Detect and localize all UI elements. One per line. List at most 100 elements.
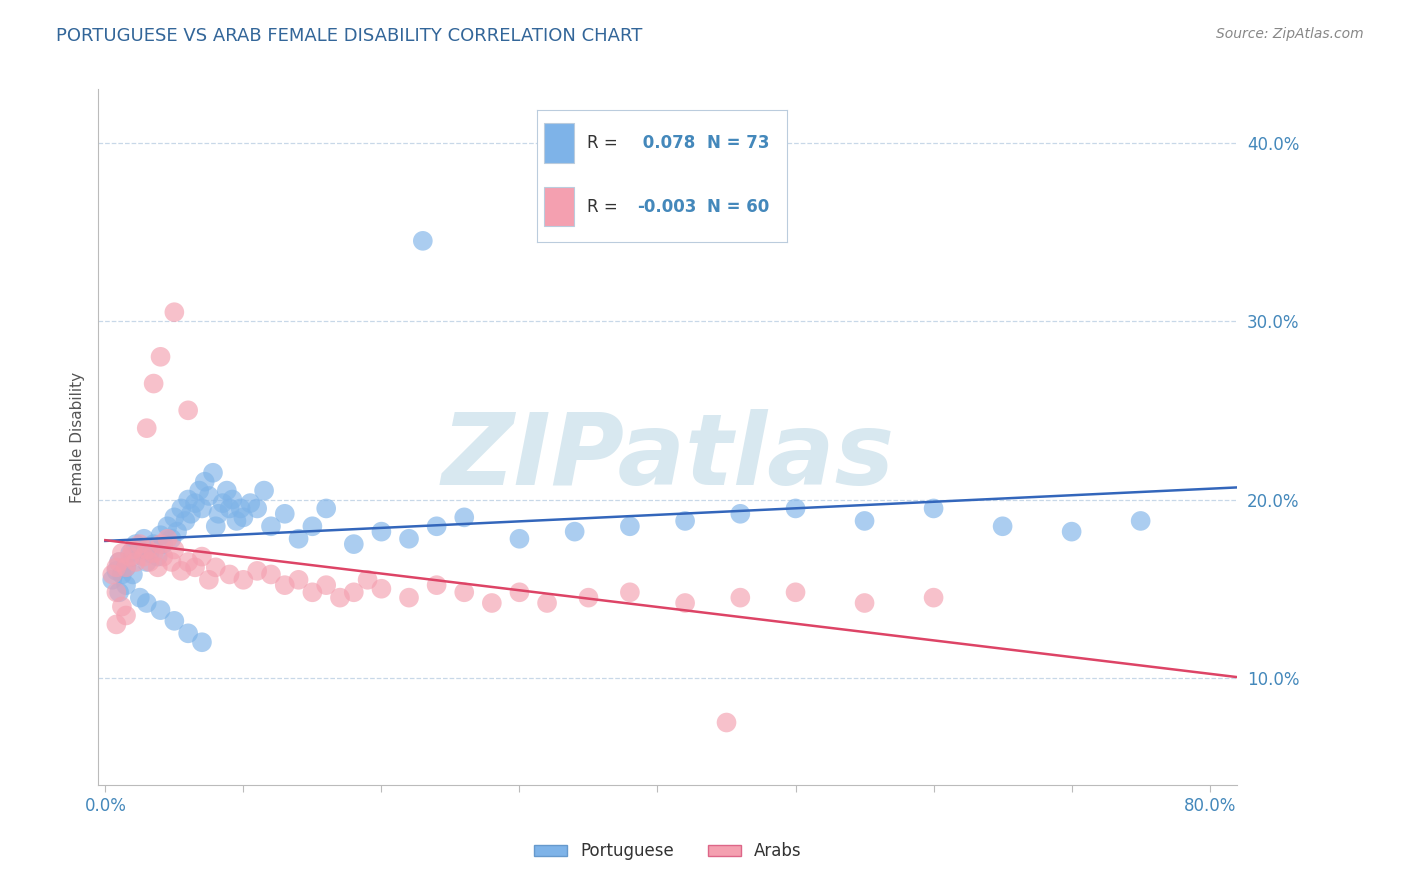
Point	[142, 376, 165, 391]
Point	[166, 524, 188, 539]
Point	[188, 483, 211, 498]
Point	[343, 585, 366, 599]
Point	[149, 528, 172, 542]
Point	[105, 560, 128, 574]
Point	[221, 492, 243, 507]
Point	[149, 537, 172, 551]
Point	[135, 421, 157, 435]
Point	[115, 608, 138, 623]
Point	[274, 507, 297, 521]
Point	[853, 514, 876, 528]
Point	[287, 573, 309, 587]
Point	[922, 501, 945, 516]
Point	[564, 524, 586, 539]
Point	[135, 555, 157, 569]
Point	[138, 555, 160, 569]
Point	[128, 542, 150, 557]
Point	[170, 564, 193, 578]
Point	[105, 585, 128, 599]
Point	[853, 596, 876, 610]
Point	[177, 626, 200, 640]
Y-axis label: Female Disability: Female Disability	[69, 371, 84, 503]
Point	[120, 546, 142, 560]
Point	[329, 591, 352, 605]
Point	[508, 532, 530, 546]
Point	[149, 350, 172, 364]
Legend: Portuguese, Arabs: Portuguese, Arabs	[527, 836, 808, 867]
Point	[301, 519, 323, 533]
Point	[146, 560, 169, 574]
Point	[132, 532, 155, 546]
Point	[370, 582, 392, 596]
Point	[785, 585, 807, 599]
Point	[481, 596, 503, 610]
Point	[111, 567, 134, 582]
Point	[730, 591, 752, 605]
Point	[132, 549, 155, 564]
Point	[184, 560, 207, 574]
Point	[135, 596, 157, 610]
Point	[426, 578, 449, 592]
Point	[115, 578, 138, 592]
Point	[191, 501, 214, 516]
Point	[149, 603, 172, 617]
Point	[152, 537, 174, 551]
Point	[253, 483, 276, 498]
Point	[160, 555, 183, 569]
Point	[125, 537, 148, 551]
Point	[177, 492, 200, 507]
Point	[108, 555, 131, 569]
Point	[135, 542, 157, 557]
Point	[115, 560, 138, 574]
Point	[138, 546, 160, 560]
Point	[152, 549, 174, 564]
Point	[536, 596, 558, 610]
Point	[180, 507, 202, 521]
Point	[194, 475, 217, 489]
Point	[301, 585, 323, 599]
Point	[315, 501, 337, 516]
Point	[343, 537, 366, 551]
Point	[730, 507, 752, 521]
Point	[232, 573, 254, 587]
Point	[142, 546, 165, 560]
Point	[287, 532, 309, 546]
Point	[398, 591, 420, 605]
Point	[115, 560, 138, 574]
Point	[101, 573, 124, 587]
Point	[207, 507, 229, 521]
Point	[991, 519, 1014, 533]
Point	[156, 532, 179, 546]
Point	[128, 537, 150, 551]
Point	[122, 549, 145, 564]
Point	[111, 546, 134, 560]
Point	[122, 567, 145, 582]
Point	[204, 519, 226, 533]
Point	[1060, 524, 1083, 539]
Point	[673, 596, 696, 610]
Point	[177, 555, 200, 569]
Point	[163, 542, 186, 557]
Point	[163, 305, 186, 319]
Point	[101, 567, 124, 582]
Point	[156, 519, 179, 533]
Point	[619, 519, 641, 533]
Point	[177, 403, 200, 417]
Point	[204, 560, 226, 574]
Point	[122, 542, 145, 557]
Point	[225, 514, 247, 528]
Point	[274, 578, 297, 592]
Point	[163, 510, 186, 524]
Text: ZIPatlas: ZIPatlas	[441, 409, 894, 507]
Point	[215, 483, 238, 498]
Point	[111, 599, 134, 614]
Point	[398, 532, 420, 546]
Point	[370, 524, 392, 539]
Point	[218, 567, 240, 582]
Point	[198, 489, 221, 503]
Point	[198, 573, 221, 587]
Point	[105, 564, 128, 578]
Point	[218, 501, 240, 516]
Point	[160, 532, 183, 546]
Point	[922, 591, 945, 605]
